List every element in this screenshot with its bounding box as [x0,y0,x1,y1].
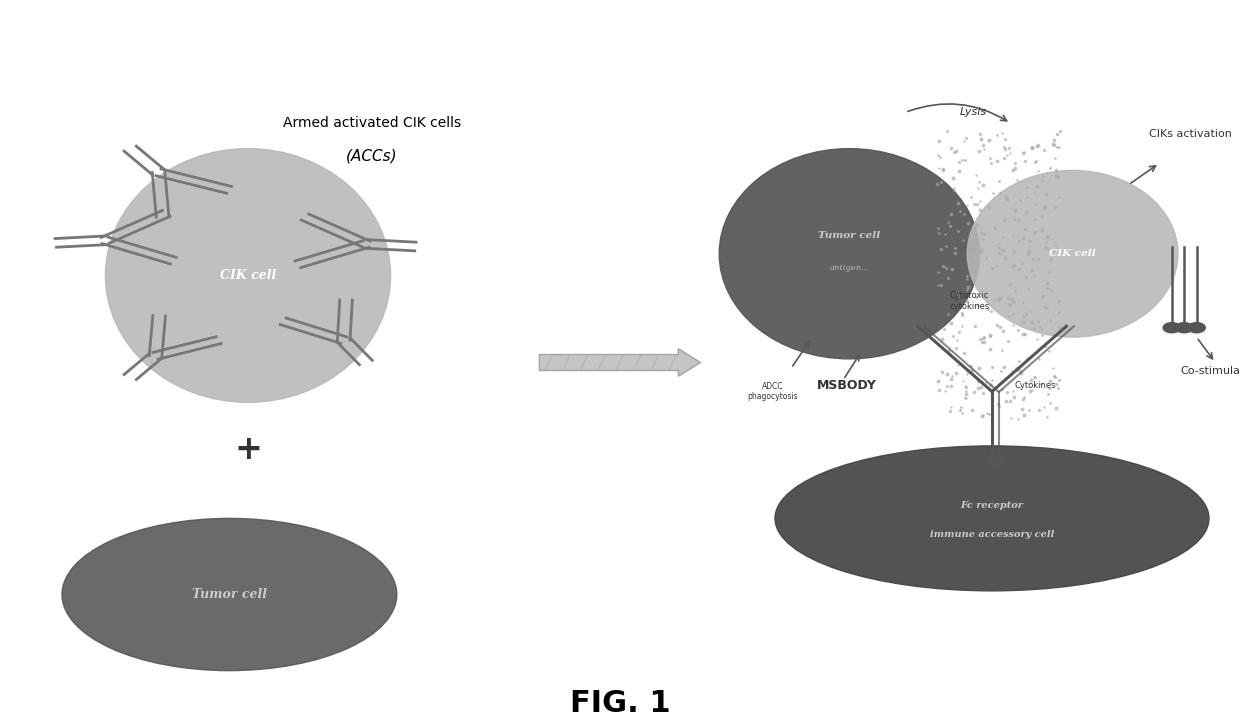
FancyArrow shape [539,349,701,376]
Ellipse shape [775,446,1209,591]
Text: MSBODY: MSBODY [817,379,877,392]
Text: Lysis: Lysis [960,107,987,117]
Ellipse shape [967,170,1178,337]
Text: CIK cell: CIK cell [1049,249,1096,258]
Text: Tumor cell: Tumor cell [818,231,880,240]
Text: CIKs activation: CIKs activation [1149,129,1231,139]
Text: +: + [234,433,262,466]
Text: Cytotoxic
cytokines: Cytotoxic cytokines [950,291,990,310]
Circle shape [1176,323,1193,333]
Text: Cytokines: Cytokines [1014,381,1056,390]
Text: CIK cell: CIK cell [219,269,277,282]
Text: antigen...: antigen... [830,264,869,273]
Text: Tumor cell: Tumor cell [192,588,267,601]
Text: Co-stimulating: Co-stimulating [1180,366,1240,376]
Text: Armed activated CIK cells: Armed activated CIK cells [283,116,461,130]
Ellipse shape [719,149,980,359]
Circle shape [1188,323,1205,333]
Circle shape [986,455,1006,466]
Text: Fc receptor: Fc receptor [961,501,1023,510]
Ellipse shape [105,149,391,402]
Text: ADCC
phagocytosis: ADCC phagocytosis [748,382,797,401]
Text: immune accessory cell: immune accessory cell [930,530,1054,539]
Circle shape [1163,323,1180,333]
Ellipse shape [62,518,397,671]
Text: (ACCs): (ACCs) [346,149,398,163]
Text: FIG. 1: FIG. 1 [569,689,671,718]
